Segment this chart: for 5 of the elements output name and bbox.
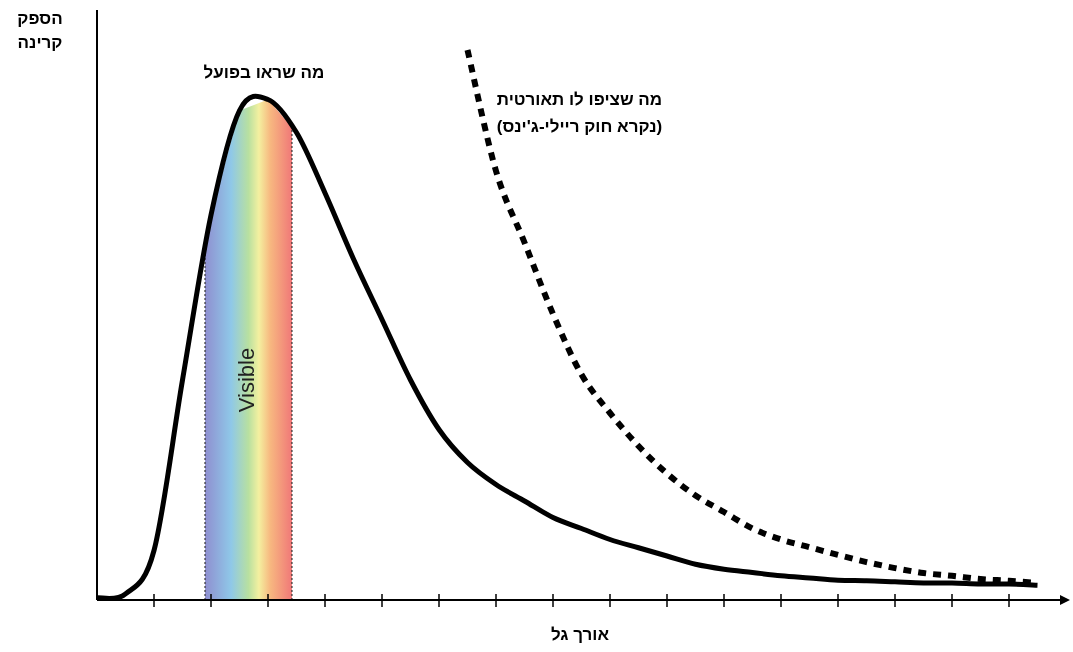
series-label: מה שציפו לו תאורטית (נקרא חוק ריילי-ג'ינס) xyxy=(496,90,663,136)
x-axis-title: אורך גל xyxy=(550,625,610,644)
annotation: Visible xyxy=(234,347,260,413)
series-label: מה שראו בפועל xyxy=(203,62,325,82)
y-axis-title: הספק קרינה xyxy=(17,9,63,52)
